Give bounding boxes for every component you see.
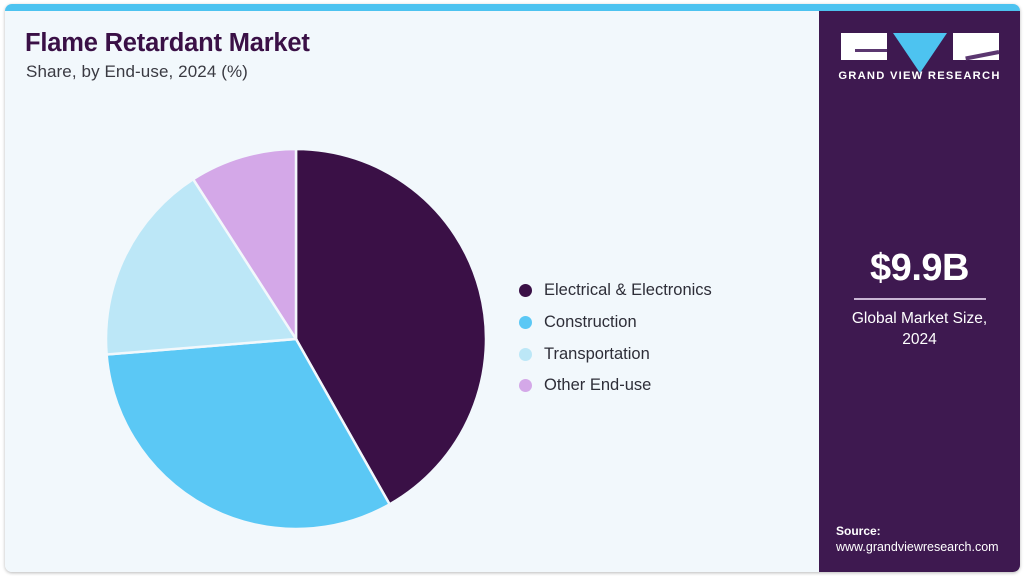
logo-letter-g-icon	[840, 33, 887, 60]
logo-triangle-v-icon	[892, 33, 947, 73]
stat-divider	[853, 298, 986, 300]
legend-item-other-end-use[interactable]: Other End-use	[519, 370, 799, 402]
market-size-value: $9.9B	[870, 247, 969, 289]
source-url[interactable]: www.grandviewresearch.com	[836, 540, 999, 554]
logo-letter-r-icon	[952, 33, 999, 60]
logo-mark-icon	[819, 33, 1020, 73]
legend-item-label: Other End-use	[544, 376, 652, 395]
brand-panel: GRAND VIEW RESEARCH $9.9B Global Market …	[819, 11, 1020, 572]
legend-item-label: Construction	[544, 313, 637, 332]
page-subtitle: Share, by End-use, 2024 (%)	[26, 62, 248, 81]
pie-slice[interactable]	[191, 147, 298, 344]
legend-swatch-icon	[519, 347, 532, 361]
pie-slice[interactable]	[294, 147, 488, 507]
pie-slice[interactable]	[104, 177, 299, 356]
grand-view-research-logo: GRAND VIEW RESEARCH	[819, 33, 1020, 82]
legend-swatch-icon	[519, 284, 532, 298]
top-accent-bar	[5, 4, 1020, 11]
chart-area: Flame Retardant Market Share, by End-use…	[5, 11, 819, 572]
market-size-caption-line1: Global Market Size,	[851, 309, 988, 327]
card-container: Flame Retardant Market Share, by End-use…	[5, 4, 1020, 572]
source-label: Source:	[836, 524, 881, 538]
page-title: Flame Retardant Market	[25, 29, 310, 57]
legend-item-transportation[interactable]: Transportation	[519, 338, 799, 370]
legend-item-label: Electrical & Electronics	[544, 281, 712, 300]
market-size-caption: Global Market Size, 2024	[819, 308, 1020, 350]
legend-item-electrical-electronics[interactable]: Electrical & Electronics	[519, 275, 799, 307]
market-size-stat: $9.9B Global Market Size, 2024	[819, 247, 1020, 350]
legend-item-label: Transportation	[544, 344, 650, 363]
logo-wordmark: GRAND VIEW RESEARCH	[838, 70, 1001, 82]
source-block: Source: www.grandviewresearch.com	[836, 523, 1020, 556]
pie-chart	[101, 138, 491, 528]
pie-chart-svg	[104, 147, 488, 528]
legend-swatch-icon	[519, 316, 532, 330]
pie-slice[interactable]	[105, 337, 392, 528]
legend-swatch-icon	[519, 379, 532, 393]
chart-legend: Electrical & Electronics Construction Tr…	[519, 275, 799, 402]
legend-item-construction[interactable]: Construction	[519, 307, 799, 339]
market-size-caption-line2: 2024	[902, 330, 937, 348]
